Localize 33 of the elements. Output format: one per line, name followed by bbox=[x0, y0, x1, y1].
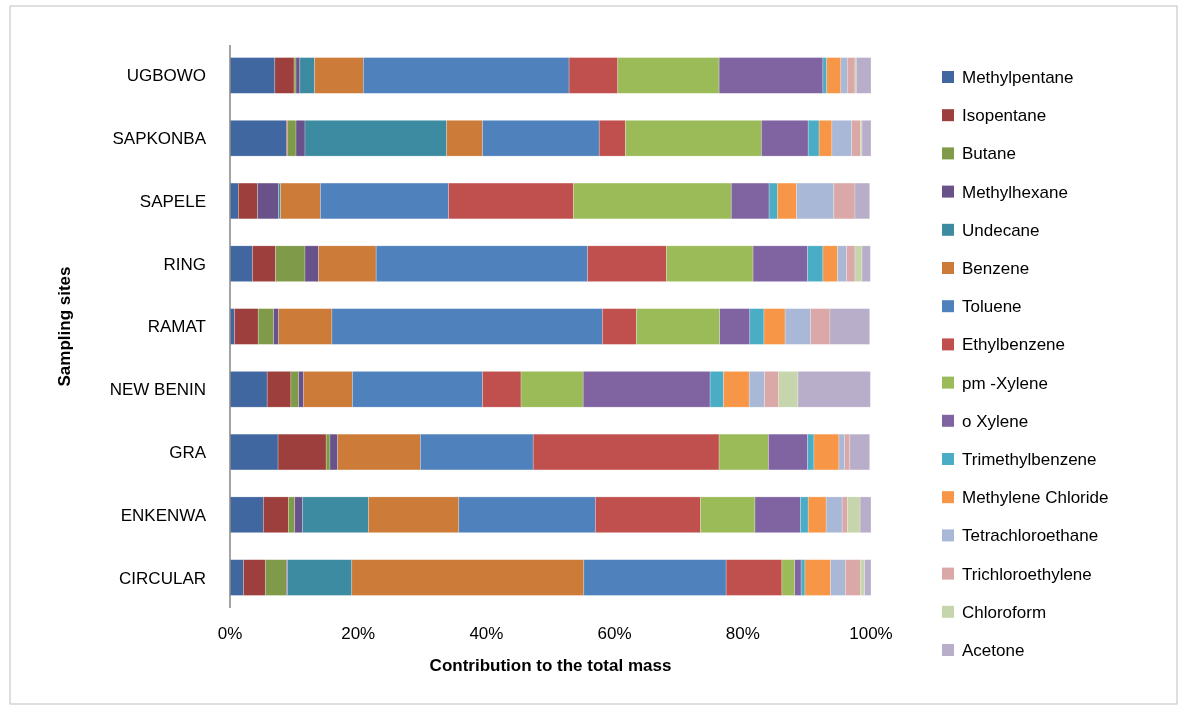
y-tick-label: GRA bbox=[169, 442, 207, 462]
x-tick-label: 40% bbox=[469, 623, 504, 643]
legend-label: Benzene bbox=[962, 258, 1030, 278]
y-tick-label: UGBOWO bbox=[126, 66, 206, 86]
x-tick-label: 80% bbox=[725, 623, 760, 643]
y-tick-label: NEW BENIN bbox=[109, 380, 206, 400]
legend-label: Undecane bbox=[962, 220, 1040, 240]
x-tick-label: 0% bbox=[217, 623, 243, 643]
y-tick-label: RING bbox=[163, 254, 206, 274]
x-tick-label: 60% bbox=[597, 623, 632, 643]
x-tick-label: 100% bbox=[849, 623, 893, 643]
legend-label: Acetone bbox=[962, 640, 1025, 660]
x-axis-title: Contribution to the total mass bbox=[429, 656, 672, 675]
y-tick-label: RAMAT bbox=[147, 317, 206, 337]
legend-label: pm -Xylene bbox=[962, 373, 1048, 393]
y-axis-title: Sampling sites bbox=[55, 266, 74, 387]
legend-label: Trichloroethylene bbox=[962, 564, 1092, 584]
legend-label: o Xylene bbox=[962, 411, 1029, 431]
legend-label: Trimethylbenzene bbox=[962, 449, 1097, 469]
y-tick-label: SAPKONBA bbox=[112, 129, 207, 149]
legend-label: Methylhexane bbox=[962, 182, 1068, 202]
legend-label: Chloroform bbox=[962, 602, 1047, 622]
y-tick-label: ENKENWA bbox=[120, 505, 207, 525]
x-tick-label: 20% bbox=[341, 623, 376, 643]
legend-label: Methylpentane bbox=[962, 67, 1074, 87]
legend-label: Toluene bbox=[962, 297, 1022, 317]
legend-label: Tetrachloroethane bbox=[962, 526, 1099, 546]
y-tick-label: CIRCULAR bbox=[119, 568, 206, 588]
legend-label: Butane bbox=[962, 144, 1016, 164]
y-tick-label: SAPELE bbox=[139, 191, 206, 211]
legend-label: Ethylbenzene bbox=[962, 335, 1066, 355]
legend-label: Methylene Chloride bbox=[962, 488, 1109, 508]
legend-label: Isopentane bbox=[962, 106, 1047, 126]
